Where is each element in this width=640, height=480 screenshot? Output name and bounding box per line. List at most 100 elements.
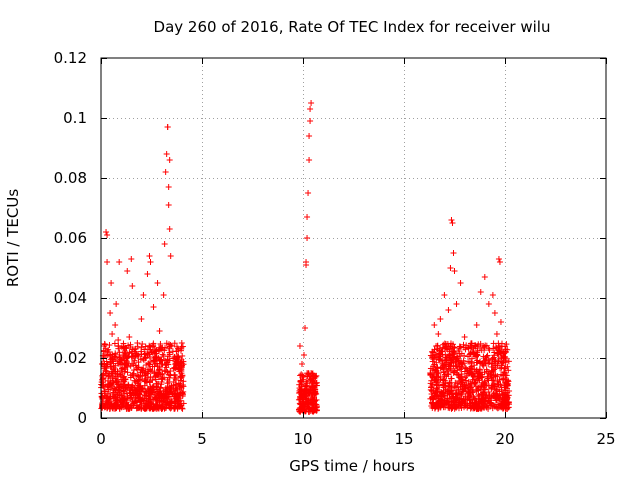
data-point [165,184,172,190]
data-point [449,355,456,362]
data-point [455,383,462,390]
data-point [113,402,120,409]
data-point [481,404,488,411]
data-point [475,374,482,381]
data-point [307,106,314,112]
data-point [502,390,509,397]
data-point [123,361,130,368]
data-point [166,398,173,405]
data-point [466,396,473,403]
data-point [505,378,512,385]
data-point [447,366,454,373]
data-point [303,400,310,407]
data-point [433,373,440,380]
data-point [432,367,439,374]
data-point [165,202,172,208]
data-point [487,395,494,402]
data-point [175,361,182,368]
data-point [172,358,179,364]
data-point [467,365,474,372]
data-point [454,367,461,374]
data-point [167,384,174,391]
data-point [157,390,164,397]
data-point [494,349,501,356]
data-point [151,404,158,411]
data-point [482,394,489,401]
data-point [435,398,442,405]
data-point [500,404,507,411]
data-point [473,400,480,407]
data-point [144,401,151,408]
data-point [427,370,434,376]
data-point [493,331,500,337]
y-tick-label: 0.1 [63,109,87,127]
data-point [170,365,177,372]
data-point [465,370,472,376]
data-point [180,378,187,385]
data-point [437,316,444,322]
data-point [298,361,305,367]
data-point [109,331,116,337]
data-point [150,385,157,392]
data-point [140,365,147,372]
data-point [503,401,510,408]
data-point [496,259,503,265]
data-point [126,386,133,393]
data-point [491,310,498,316]
data-point [493,393,500,400]
data-point [311,380,318,387]
data-point [444,370,451,377]
data-point [116,259,123,265]
tick-labels: 0 5 10 15 20 25 0 0.02 0.04 0.06 0.08 0.1 0.12 [54,49,616,448]
data-point [122,376,129,382]
data-point [465,388,472,395]
data-point [130,391,137,398]
data-point [299,374,306,381]
data-point [121,388,128,395]
data-point [155,380,162,387]
data-point [150,358,157,365]
data-point [456,345,463,352]
data-point [151,347,158,354]
x-axis-label: GPS time / hours [289,457,415,475]
data-point [171,354,178,361]
data-point [306,157,313,163]
data-point [438,393,445,400]
data-point [506,388,513,394]
data-point [485,383,492,390]
data-point [296,343,303,349]
data-point [138,316,145,322]
data-point [119,369,126,376]
data-point [131,377,138,384]
data-point [159,398,166,405]
data-point [167,385,174,392]
data-point [461,382,468,389]
data-point [477,398,484,405]
data-point [307,385,314,392]
data-point [462,385,469,392]
data-point [429,393,436,400]
data-point [304,379,311,386]
data-point [478,405,485,412]
x-tick-label: 20 [495,430,514,448]
data-point [307,377,314,384]
data-point [490,345,497,352]
data-point [476,366,483,373]
data-point [429,349,436,355]
data-point [170,386,177,393]
data-point [151,370,158,377]
data-point [308,376,315,382]
data-point [107,363,114,370]
data-point [487,372,494,379]
data-point [144,271,151,277]
data-point [504,346,511,353]
data-point [108,280,115,286]
data-point [178,374,185,381]
data-point [451,367,458,374]
data-point [169,391,176,398]
data-point [455,372,462,379]
data-point [459,379,466,385]
data-point [497,319,504,325]
data-point [152,402,159,409]
data-point [108,398,115,405]
